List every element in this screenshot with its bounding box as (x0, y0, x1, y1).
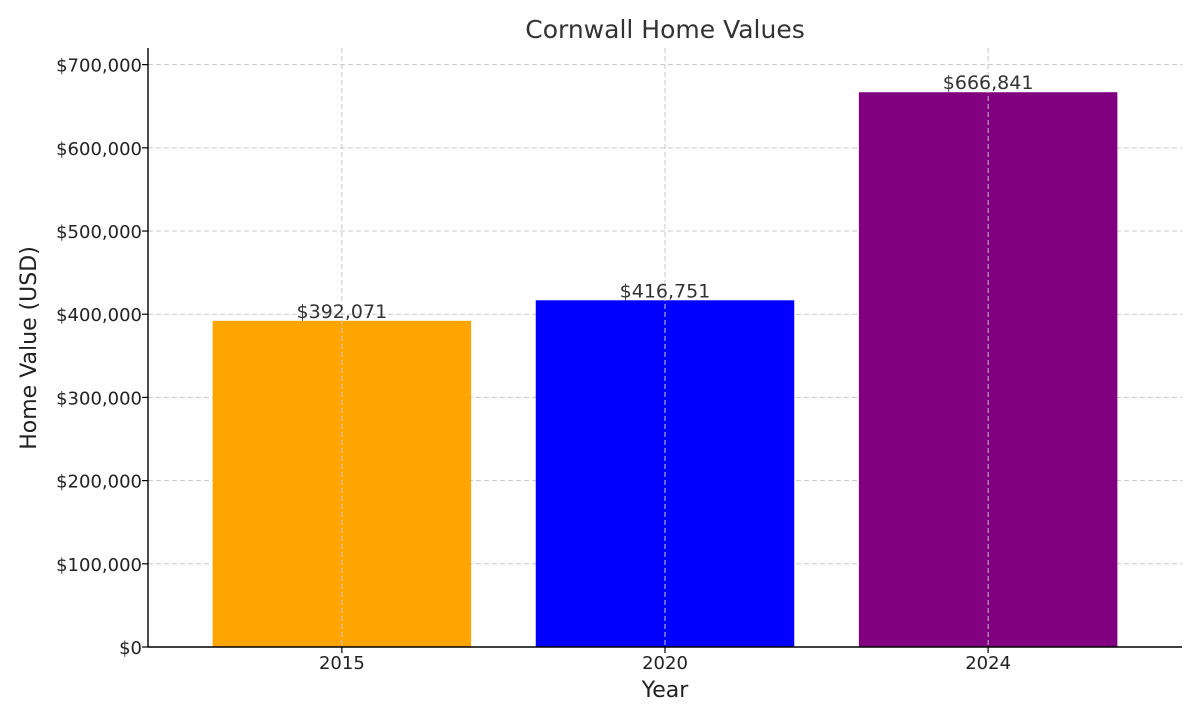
y-tick-label: $200,000 (56, 472, 142, 493)
y-tick-label: $500,000 (56, 222, 142, 243)
y-tick-label: $300,000 (56, 388, 142, 409)
y-tick-label: $600,000 (56, 139, 142, 160)
x-tick-label: 2024 (965, 653, 1011, 674)
y-tick-label: $0 (119, 638, 142, 659)
data-label-2015: $392,071 (297, 301, 388, 323)
y-tick-label: $700,000 (56, 56, 142, 77)
data-label-2020: $416,751 (620, 280, 711, 302)
x-tick-label: 2015 (319, 653, 365, 674)
y-axis-label: Home Value (USD) (17, 246, 42, 450)
axes: $0 $100,000 $200,000 $300,000 $400,000 $500,0… (56, 48, 1182, 674)
x-axis-label: Year (641, 678, 690, 703)
data-labels: $392,071 $416,751 $666,841 (297, 48, 1034, 647)
y-tick-label: $100,000 (56, 555, 142, 576)
chart-title: Cornwall Home Values (525, 15, 805, 44)
data-label-2024: $666,841 (943, 72, 1034, 94)
y-tick-label: $400,000 (56, 305, 142, 326)
x-tick-label: 2020 (642, 653, 688, 674)
